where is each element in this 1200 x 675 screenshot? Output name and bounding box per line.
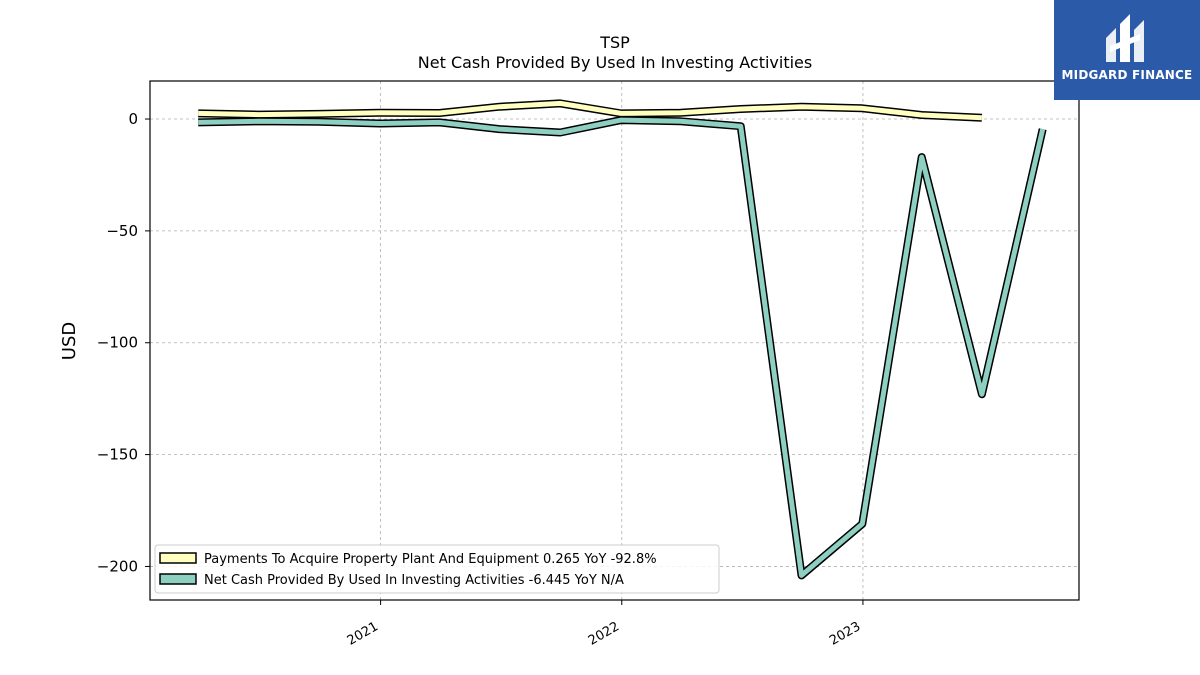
series-0-line bbox=[198, 100, 983, 121]
series-layer bbox=[198, 99, 1047, 580]
y-axis: 0 −50 −100 −150 −200 bbox=[97, 110, 150, 575]
x-tick-label: 2021 bbox=[345, 619, 381, 649]
legend-label-payments: Payments To Acquire Property Plant And E… bbox=[204, 552, 657, 567]
x-tick-label: 2022 bbox=[586, 619, 622, 649]
series-1-line bbox=[198, 117, 1046, 578]
y-tick-label: −200 bbox=[97, 557, 138, 575]
y-tick-label: −150 bbox=[97, 446, 138, 464]
legend-box bbox=[154, 544, 720, 594]
y-tick-label: −100 bbox=[97, 334, 138, 352]
legend-swatch-net-cash bbox=[159, 573, 197, 585]
legend-label-net-cash: Net Cash Provided By Used In Investing A… bbox=[204, 573, 624, 588]
midgard-logo-icon bbox=[1106, 14, 1144, 62]
legend: Payments To Acquire Property Plant And E… bbox=[154, 544, 720, 594]
y-tick-label: −50 bbox=[106, 222, 138, 240]
legend-swatch-payments bbox=[159, 552, 197, 564]
y-tick-label: 0 bbox=[128, 110, 138, 128]
x-tick-label: 2023 bbox=[827, 619, 863, 649]
plot-frame bbox=[149, 80, 1080, 601]
chart-title: TSP bbox=[599, 33, 630, 52]
chart-subtitle: Net Cash Provided By Used In Investing A… bbox=[418, 53, 812, 72]
y-axis-label: USD bbox=[59, 322, 80, 360]
x-axis: 2021 2022 2023 bbox=[345, 600, 864, 649]
brand-name: MIDGARD FINANCE bbox=[1061, 68, 1193, 82]
brand-logo: MIDGARD FINANCE bbox=[1054, 0, 1200, 100]
grid bbox=[150, 81, 1079, 600]
